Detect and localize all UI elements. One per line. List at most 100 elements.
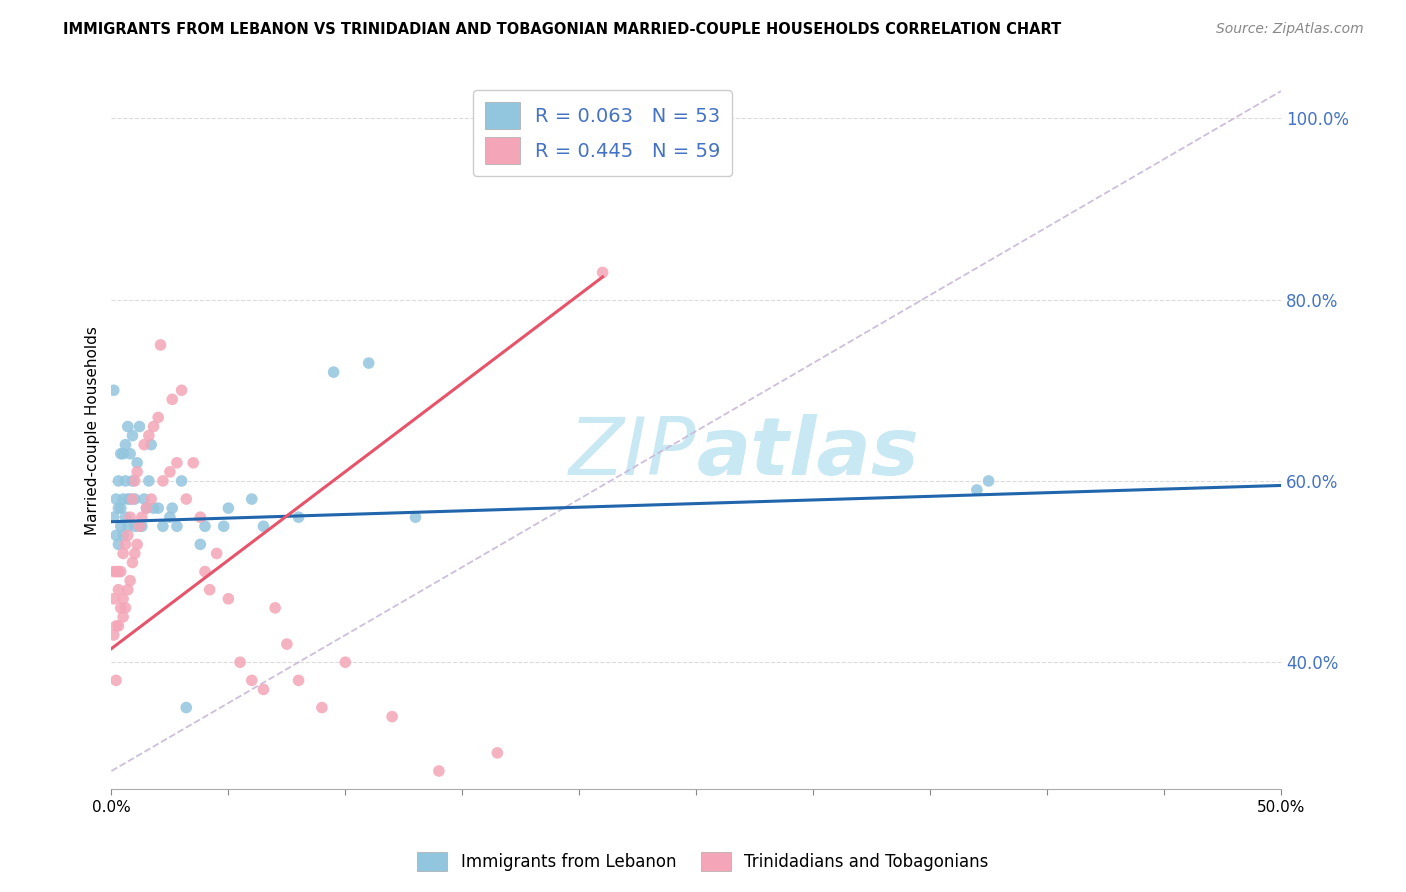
Legend: Immigrants from Lebanon, Trinidadians and Tobagonians: Immigrants from Lebanon, Trinidadians an… bbox=[409, 843, 997, 880]
Point bbox=[141, 491, 163, 506]
Y-axis label: Married-couple Households: Married-couple Households bbox=[86, 326, 100, 535]
Point bbox=[120, 491, 142, 506]
Point bbox=[181, 456, 204, 470]
Point bbox=[174, 491, 197, 506]
Point bbox=[174, 700, 197, 714]
Point bbox=[142, 501, 165, 516]
Point bbox=[148, 410, 170, 425]
Point bbox=[335, 655, 357, 669]
Text: ZIP: ZIP bbox=[569, 414, 696, 491]
Point bbox=[486, 746, 509, 760]
Point bbox=[110, 565, 132, 579]
Point bbox=[138, 474, 160, 488]
Point bbox=[159, 465, 181, 479]
Point bbox=[103, 591, 125, 606]
Point bbox=[592, 265, 614, 279]
Point bbox=[229, 655, 252, 669]
Point bbox=[114, 537, 136, 551]
Point bbox=[107, 501, 129, 516]
Point bbox=[141, 437, 163, 451]
Text: atlas: atlas bbox=[696, 414, 920, 491]
Point bbox=[121, 556, 143, 570]
Point bbox=[110, 519, 132, 533]
Point bbox=[107, 474, 129, 488]
Point bbox=[117, 519, 139, 533]
Point bbox=[120, 447, 142, 461]
Point bbox=[120, 510, 142, 524]
Point bbox=[105, 491, 128, 506]
Text: Source: ZipAtlas.com: Source: ZipAtlas.com bbox=[1216, 22, 1364, 37]
Point bbox=[127, 537, 149, 551]
Point bbox=[103, 628, 125, 642]
Point bbox=[322, 365, 344, 379]
Point bbox=[966, 483, 988, 497]
Point bbox=[114, 437, 136, 451]
Point bbox=[117, 582, 139, 597]
Legend: R = 0.063   N = 53, R = 0.445   N = 59: R = 0.063 N = 53, R = 0.445 N = 59 bbox=[472, 90, 733, 176]
Point bbox=[194, 565, 217, 579]
Point bbox=[112, 491, 135, 506]
Point bbox=[103, 510, 125, 524]
Point bbox=[134, 437, 156, 451]
Point bbox=[166, 456, 188, 470]
Point bbox=[287, 673, 309, 688]
Point bbox=[977, 474, 1000, 488]
Point bbox=[128, 519, 150, 533]
Point bbox=[217, 591, 239, 606]
Point bbox=[121, 428, 143, 442]
Point bbox=[311, 700, 333, 714]
Point bbox=[112, 591, 135, 606]
Point bbox=[124, 474, 146, 488]
Point bbox=[112, 528, 135, 542]
Point bbox=[170, 384, 193, 398]
Point bbox=[159, 510, 181, 524]
Point bbox=[105, 673, 128, 688]
Point bbox=[148, 501, 170, 516]
Point bbox=[405, 510, 427, 524]
Point bbox=[105, 619, 128, 633]
Text: IMMIGRANTS FROM LEBANON VS TRINIDADIAN AND TOBAGONIAN MARRIED-COUPLE HOUSEHOLDS : IMMIGRANTS FROM LEBANON VS TRINIDADIAN A… bbox=[63, 22, 1062, 37]
Point bbox=[128, 519, 150, 533]
Point bbox=[264, 600, 287, 615]
Point bbox=[121, 474, 143, 488]
Point bbox=[107, 565, 129, 579]
Point bbox=[103, 384, 125, 398]
Point bbox=[212, 519, 235, 533]
Point bbox=[120, 574, 142, 588]
Point bbox=[110, 501, 132, 516]
Point bbox=[194, 519, 217, 533]
Point bbox=[188, 537, 211, 551]
Point bbox=[240, 491, 263, 506]
Point bbox=[107, 537, 129, 551]
Point bbox=[124, 491, 146, 506]
Point bbox=[188, 510, 211, 524]
Point bbox=[152, 474, 174, 488]
Point bbox=[240, 673, 263, 688]
Point bbox=[131, 510, 153, 524]
Point bbox=[107, 619, 129, 633]
Point bbox=[112, 610, 135, 624]
Point bbox=[117, 491, 139, 506]
Point bbox=[114, 510, 136, 524]
Point bbox=[105, 528, 128, 542]
Point bbox=[124, 546, 146, 560]
Point bbox=[107, 582, 129, 597]
Point bbox=[198, 582, 221, 597]
Point bbox=[127, 465, 149, 479]
Point bbox=[105, 565, 128, 579]
Point bbox=[381, 709, 404, 723]
Point bbox=[114, 600, 136, 615]
Point bbox=[357, 356, 380, 370]
Point bbox=[117, 419, 139, 434]
Point bbox=[135, 501, 157, 516]
Point bbox=[142, 419, 165, 434]
Point bbox=[110, 447, 132, 461]
Point bbox=[124, 519, 146, 533]
Point bbox=[152, 519, 174, 533]
Point bbox=[110, 600, 132, 615]
Point bbox=[127, 456, 149, 470]
Point bbox=[276, 637, 298, 651]
Point bbox=[112, 546, 135, 560]
Point bbox=[252, 682, 274, 697]
Point bbox=[287, 510, 309, 524]
